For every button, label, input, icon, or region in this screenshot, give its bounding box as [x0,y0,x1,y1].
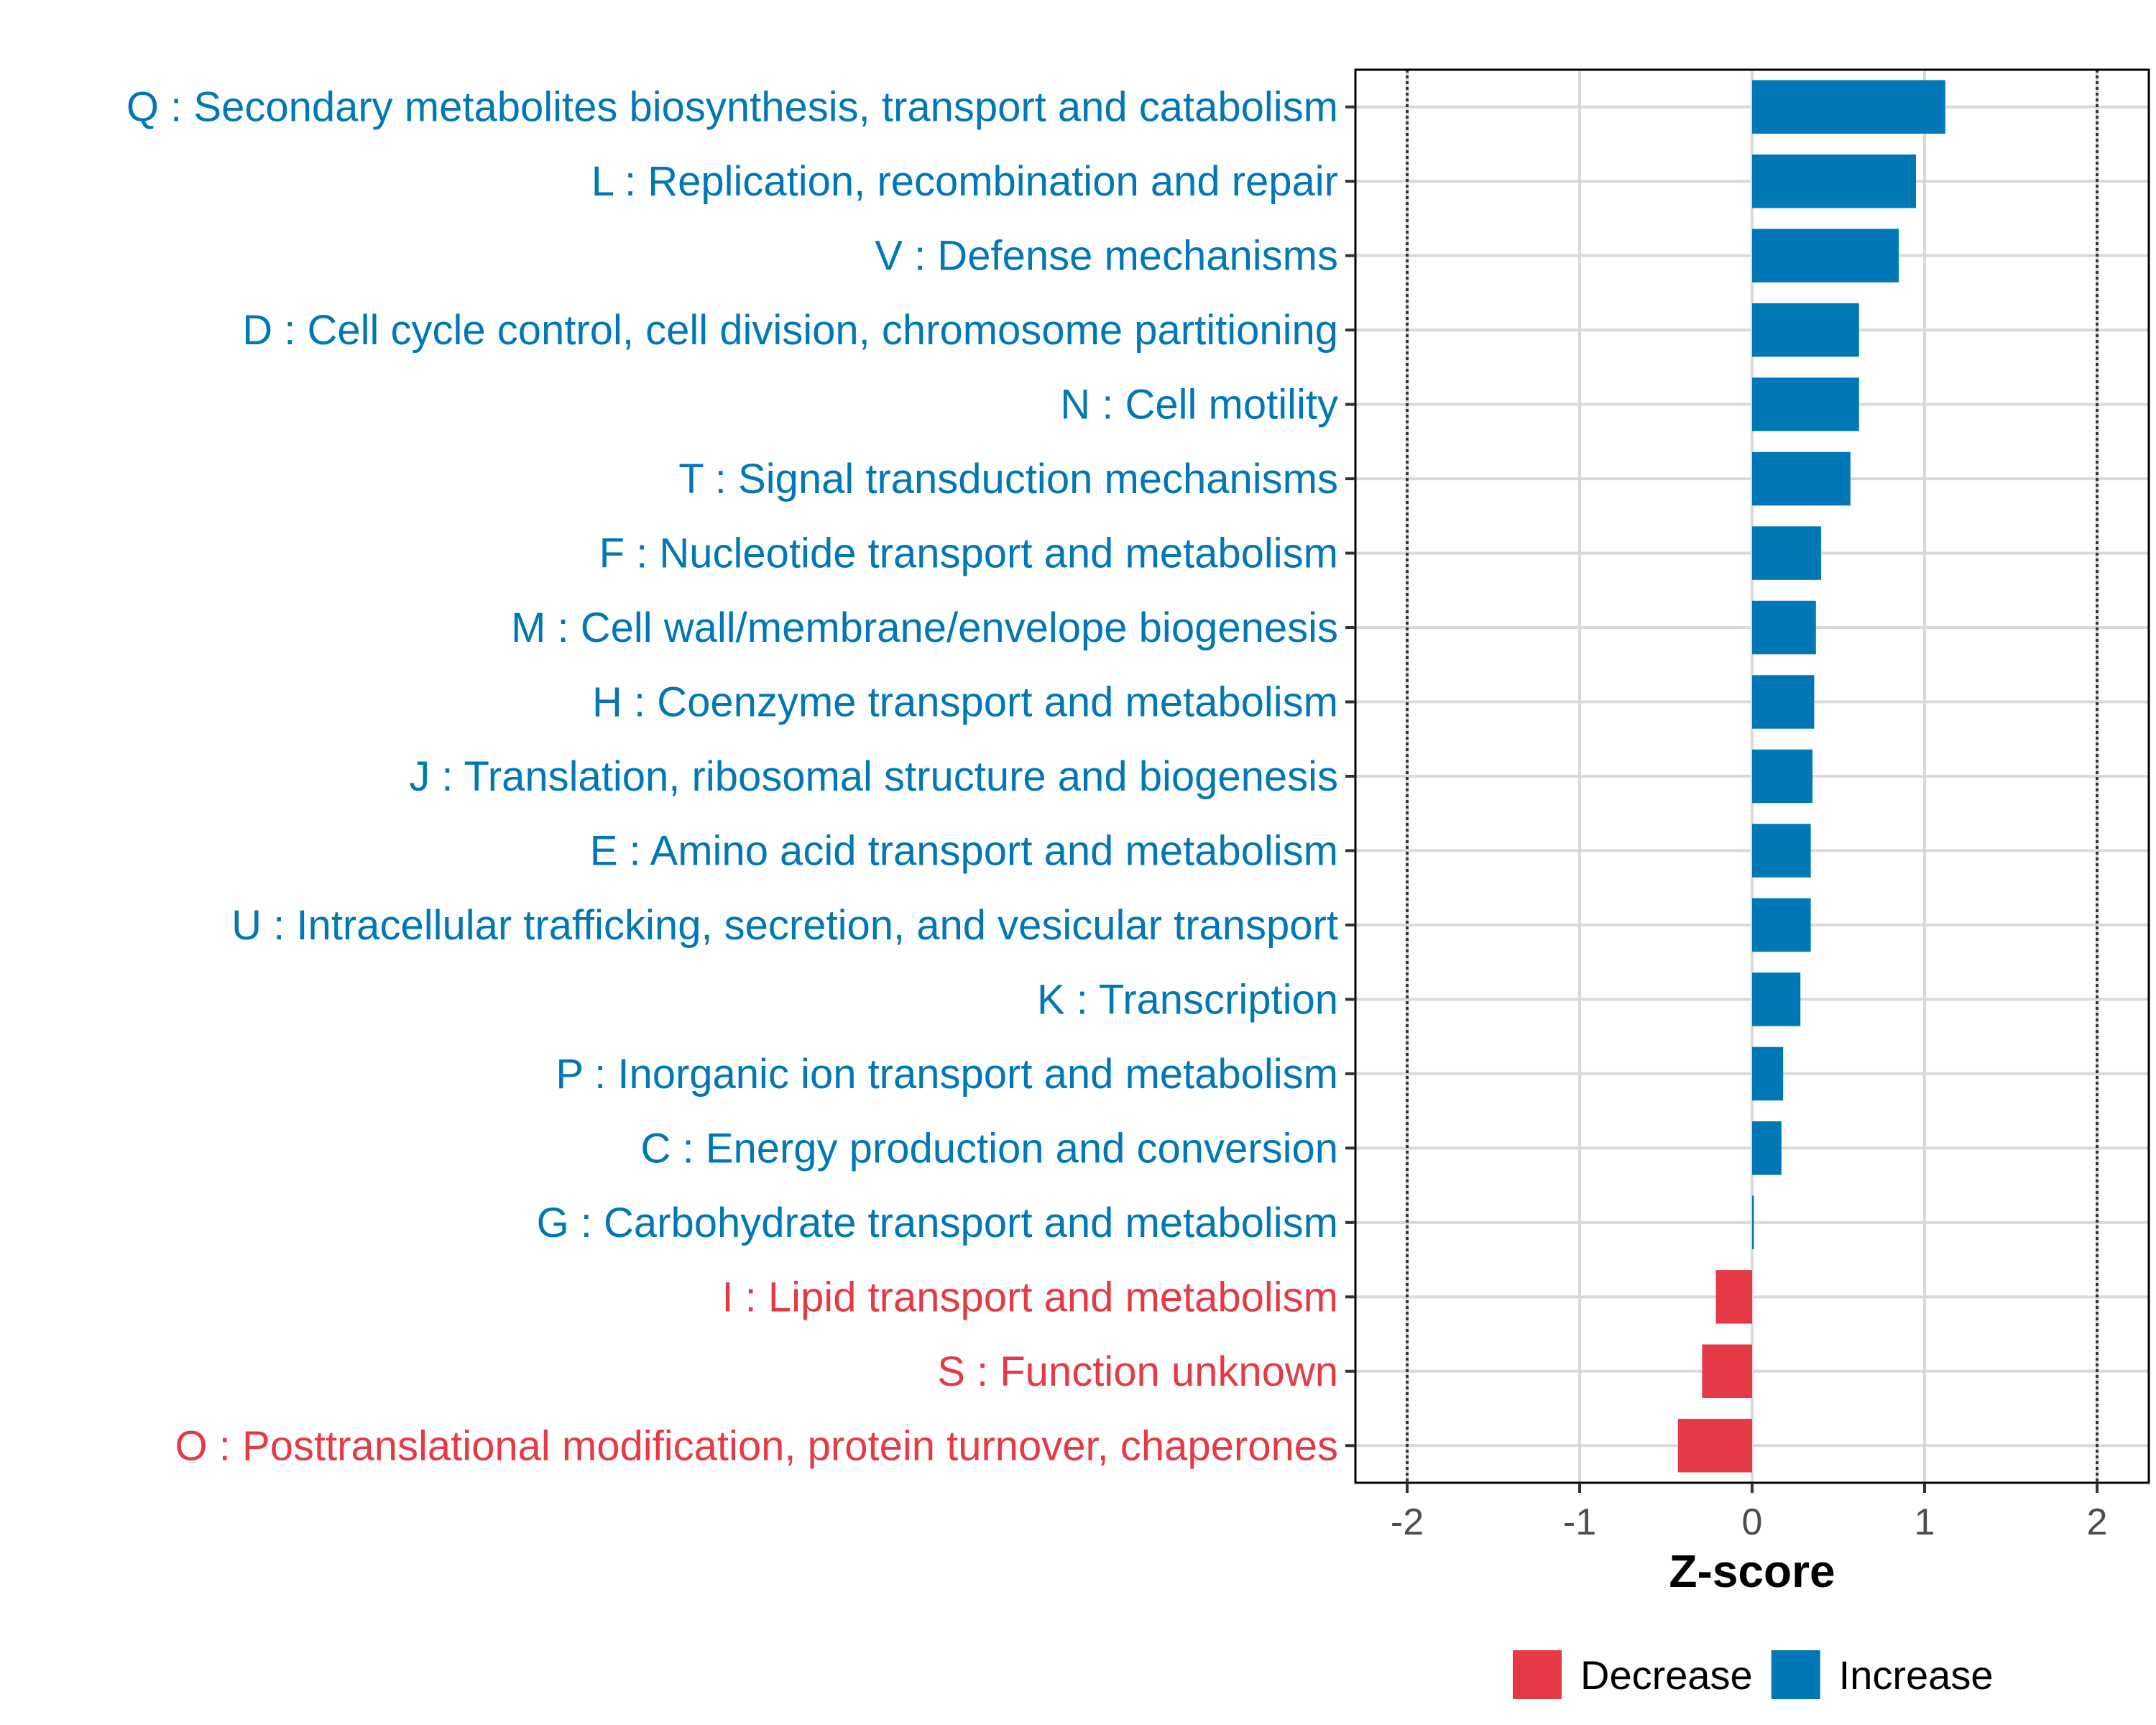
y-axis-ticks [1345,105,1355,1448]
bars [1677,80,1945,1473]
category-labels: Q : Secondary metabolites biosynthesis, … [126,84,1338,1470]
bar [1752,377,1859,431]
bar [1752,303,1859,357]
bar [1752,1046,1784,1101]
category-label: E : Amino acid transport and metabolism [590,827,1338,874]
bar [1677,1419,1752,1473]
category-label: P : Inorganic ion transport and metaboli… [556,1051,1338,1098]
category-label: K : Transcription [1037,976,1338,1023]
x-axis-ticks: -2 -1 0 1 2 [1391,1483,2108,1543]
bar [1715,1270,1752,1324]
x-tick-label: 1 [1915,1501,1935,1543]
category-label: S : Function unknown [937,1348,1338,1395]
bar [1752,749,1812,804]
category-label: J : Translation, ribosomal structure and… [409,753,1338,800]
bar [1752,1121,1782,1175]
category-label: L : Replication, recombination and repai… [591,158,1338,205]
category-label: T : Signal transduction mechanisms [678,456,1338,502]
legend-label: Decrease [1580,1652,1753,1698]
category-label: F : Nucleotide transport and metabolism [599,530,1338,577]
legend-swatch [1771,1650,1820,1699]
category-label: H : Coenzyme transport and metabolism [592,679,1338,726]
category-label: D : Cell cycle control, cell division, c… [242,307,1338,354]
category-label: C : Energy production and conversion [641,1125,1338,1172]
x-tick-label: -1 [1563,1501,1596,1543]
x-tick-label: 0 [1742,1501,1763,1543]
x-tick-label: -2 [1391,1501,1424,1543]
category-label: I : Lipid transport and metabolism [722,1274,1338,1320]
bar [1752,675,1815,729]
bar [1752,80,1945,134]
x-tick-label: 2 [2087,1501,2108,1543]
bar [1752,451,1851,506]
bar [1752,229,1899,282]
category-label: M : Cell wall/membrane/envelope biogenes… [511,604,1338,651]
legend-swatch [1513,1650,1562,1699]
bar [1752,972,1801,1026]
category-label: O : Posttranslational modification, prot… [175,1422,1338,1469]
category-label: G : Carbohydrate transport and metabolis… [537,1200,1338,1246]
category-label: U : Intracellular trafficking, secretion… [231,902,1338,949]
bar [1752,898,1811,952]
legend-label: Increase [1839,1652,1994,1698]
bar [1702,1344,1752,1399]
bar [1752,824,1811,878]
x-axis-title: Z-score [1669,1545,1835,1597]
category-label: N : Cell motility [1060,382,1338,428]
category-label: V : Defense mechanisms [875,233,1338,280]
bar [1752,1195,1754,1250]
bar [1752,526,1821,580]
legend: Decrease Increase [1513,1650,1993,1699]
category-label: Q : Secondary metabolites biosynthesis, … [126,84,1338,131]
bar [1752,600,1816,655]
bar [1752,154,1916,208]
